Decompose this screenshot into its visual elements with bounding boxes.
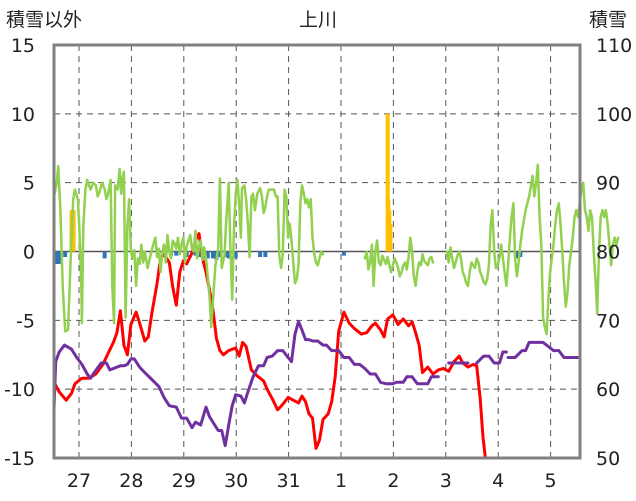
series-line: [363, 236, 435, 288]
right-tick-label: 50: [596, 448, 620, 470]
right-tick-label: 100: [596, 104, 632, 126]
bar: [174, 251, 179, 256]
series-line: [52, 320, 440, 448]
bar: [193, 251, 198, 256]
bar: [385, 113, 390, 252]
left-tick-label: -5: [16, 310, 35, 332]
x-tick-label: 1: [335, 470, 347, 492]
series-line: [445, 163, 620, 336]
left-tick-label: 10: [11, 104, 35, 126]
x-tick-label: 28: [119, 470, 143, 492]
right-tick-label: 90: [596, 173, 620, 195]
series-line: [557, 349, 580, 359]
bar: [63, 251, 68, 258]
bar: [205, 251, 210, 259]
left-tick-label: 5: [23, 173, 35, 195]
x-tick-label: 31: [277, 470, 301, 492]
series-line: [506, 340, 559, 359]
left-tick-label: 0: [23, 242, 35, 264]
bar: [210, 251, 215, 259]
series-line: [52, 232, 487, 460]
x-tick-label: 5: [545, 470, 557, 492]
plot-frame: [52, 43, 582, 460]
x-tick-label: 4: [492, 470, 504, 492]
x-tick-label: 30: [224, 470, 248, 492]
bar: [388, 223, 393, 252]
right-axis-title: 積雪: [589, 9, 627, 31]
chart-title: 上川: [299, 9, 337, 31]
left-tick-label: -15: [4, 448, 35, 470]
left-tick-label: 15: [11, 35, 35, 57]
bar: [102, 251, 107, 259]
right-tick-label: 110: [596, 35, 632, 57]
bar: [258, 251, 263, 258]
right-tick-label: 70: [596, 310, 620, 332]
bar: [341, 251, 346, 256]
bar: [71, 210, 76, 252]
x-tick-label: 3: [440, 470, 452, 492]
bar: [56, 251, 61, 264]
x-tick-label: 29: [172, 470, 196, 492]
x-tick-label: 27: [67, 470, 91, 492]
bar: [514, 251, 519, 259]
series-line: [475, 350, 508, 365]
right-tick-label: 80: [596, 242, 620, 264]
bar: [226, 251, 231, 259]
left-tick-label: -10: [4, 379, 35, 401]
bar: [263, 251, 268, 258]
bar: [217, 251, 222, 258]
bar: [233, 251, 238, 259]
series-line: [52, 164, 325, 333]
x-tick-label: 2: [387, 470, 399, 492]
right-tick-label: 60: [596, 379, 620, 401]
left-axis-title: 積雪以外: [6, 9, 82, 31]
